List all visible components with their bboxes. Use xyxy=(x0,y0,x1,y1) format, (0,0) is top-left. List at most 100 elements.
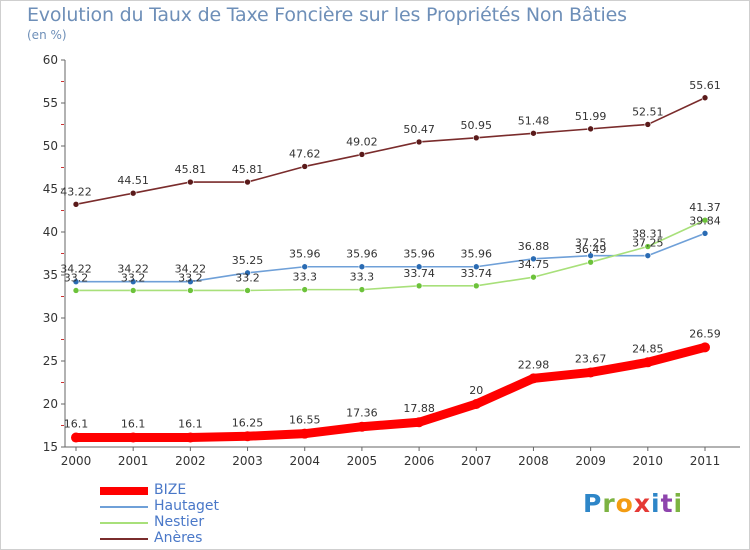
data-label: 36.88 xyxy=(518,240,550,253)
x-tick-label: 2004 xyxy=(289,454,320,468)
data-label: 34.22 xyxy=(117,263,149,276)
x-tick-label: 2002 xyxy=(175,454,206,468)
y-tick-label: 55 xyxy=(43,96,58,110)
logo-letter: P xyxy=(583,489,603,518)
legend-label: BIZE xyxy=(154,482,187,498)
data-point xyxy=(530,273,537,281)
data-point xyxy=(587,258,594,266)
data-point xyxy=(358,263,366,271)
data-point xyxy=(587,252,594,259)
data-label: 16.55 xyxy=(289,414,321,427)
legend-swatch xyxy=(100,506,148,508)
data-label: 35.96 xyxy=(346,248,378,261)
data-point xyxy=(72,201,80,208)
data-point xyxy=(472,134,480,142)
data-label: 20 xyxy=(469,384,483,397)
y-tick-label: 50 xyxy=(43,139,58,153)
data-label: 33.2 xyxy=(121,271,146,284)
line-chart: 15 20 25 30 35 40 45 50 55 60 2000 2001 2002 2003 2004… xyxy=(43,53,740,468)
logo-letter: r xyxy=(602,489,616,518)
data-label: 17.36 xyxy=(346,407,378,420)
data-label: 33.2 xyxy=(178,271,203,284)
data-label: 35.96 xyxy=(289,248,321,261)
logo-letter: t xyxy=(660,489,674,518)
legend-swatch xyxy=(100,538,148,540)
data-label: 51.48 xyxy=(518,114,550,127)
data-label: 34.22 xyxy=(175,263,207,276)
data-label: 35.25 xyxy=(232,254,264,267)
data-point xyxy=(301,286,309,293)
x-tick-label: 2006 xyxy=(404,454,435,468)
legend: BIZE Hautaget Nestier Anères xyxy=(100,482,300,547)
data-label: 51.99 xyxy=(575,110,607,123)
data-point xyxy=(301,163,309,170)
legend-label: Hautaget xyxy=(154,498,220,514)
data-label: 33.2 xyxy=(235,271,260,284)
y-tick-label: 30 xyxy=(43,311,58,325)
proxiti-logo: Proxiti xyxy=(583,489,683,518)
y-tick-label: 20 xyxy=(43,397,58,411)
data-point xyxy=(642,357,653,368)
data-point xyxy=(244,178,251,186)
data-label: 38.31 xyxy=(632,228,664,241)
data-point xyxy=(242,431,253,442)
data-point xyxy=(244,269,251,277)
data-label: 36.49 xyxy=(575,243,607,256)
legend-label: Anères xyxy=(154,530,203,546)
data-point xyxy=(128,432,139,443)
x-tick-label: 2001 xyxy=(118,454,149,468)
data-label: 43.22 xyxy=(60,185,92,198)
legend-label: Nestier xyxy=(154,514,205,530)
y-tick-label: 25 xyxy=(43,354,58,368)
y-tick-label: 35 xyxy=(43,268,58,282)
data-point xyxy=(701,216,709,224)
data-point xyxy=(530,129,537,137)
data-point xyxy=(187,178,194,186)
data-label: 26.59 xyxy=(689,327,721,340)
data-point xyxy=(185,432,196,443)
data-label: 35.96 xyxy=(461,248,493,261)
unit-label: (en %) xyxy=(27,28,67,42)
data-label: 33.2 xyxy=(64,271,89,284)
data-point xyxy=(299,428,310,439)
data-point xyxy=(701,94,709,102)
data-point xyxy=(129,287,137,294)
data-label: 52.51 xyxy=(632,105,664,118)
x-tick-label: 2000 xyxy=(61,454,92,468)
data-label: 47.62 xyxy=(289,147,321,160)
data-point xyxy=(528,373,539,384)
data-point xyxy=(129,278,137,286)
data-label: 37.25 xyxy=(575,237,607,250)
data-point xyxy=(187,287,194,294)
data-label: 33.74 xyxy=(403,267,435,280)
legend-swatch xyxy=(100,487,148,495)
data-point xyxy=(587,125,594,133)
series-line-anères xyxy=(75,96,706,206)
data-label: 35.96 xyxy=(403,248,435,261)
data-label: 39.84 xyxy=(689,214,721,227)
logo-letter: x xyxy=(633,489,651,518)
data-point xyxy=(471,399,482,409)
data-point xyxy=(415,282,423,290)
y-tick-label: 40 xyxy=(43,225,58,239)
data-point xyxy=(244,287,251,294)
x-tick-label: 2008 xyxy=(518,454,549,468)
data-point xyxy=(644,252,652,259)
chart-title: Evolution du Taux de Taxe Foncière sur l… xyxy=(27,4,627,26)
series-line-hautaget xyxy=(75,232,706,283)
data-label: 33.3 xyxy=(350,271,375,284)
legend-swatch xyxy=(100,522,148,524)
logo-letter: o xyxy=(615,489,634,518)
x-tick-label: 2003 xyxy=(232,454,263,468)
data-point xyxy=(530,255,537,263)
series-line-nestier xyxy=(75,219,706,292)
legend-item-bize: BIZE xyxy=(100,482,300,499)
data-point xyxy=(700,342,710,353)
data-label: 22.98 xyxy=(518,358,550,371)
data-point xyxy=(472,282,480,290)
data-point xyxy=(187,278,194,286)
x-tick-label: 2011 xyxy=(690,454,721,468)
data-point xyxy=(415,263,423,271)
x-tick-label: 2010 xyxy=(633,454,664,468)
data-point xyxy=(644,121,652,128)
